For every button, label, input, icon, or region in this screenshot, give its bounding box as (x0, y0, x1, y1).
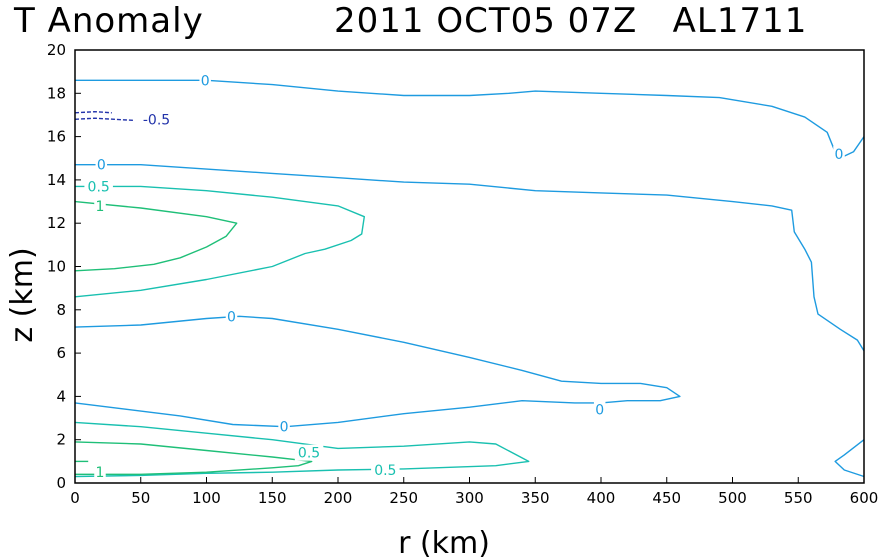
x-tick-label: 150 (258, 489, 287, 507)
y-tick-label: 16 (47, 128, 66, 146)
contour-line-level-0 (74, 315, 681, 428)
contour-line-level--0.5 (74, 117, 135, 122)
contour-label-bg (94, 464, 106, 481)
contour-line-level-0.5 (74, 421, 530, 478)
contour-label: 0.5 (298, 446, 320, 462)
contour-line-level-0 (834, 439, 865, 478)
contour-label: 0 (201, 73, 210, 89)
contour-label-bg (593, 401, 606, 418)
y-tick-label: 4 (56, 387, 66, 405)
x-axis: 0 50 100 150 200 250 300 350 400 450 500 550 600 (70, 477, 878, 507)
x-tick-label: 200 (324, 489, 353, 507)
x-tick-label: 450 (652, 489, 681, 507)
contour-line-level-1 (74, 200, 238, 272)
x-tick-label: 400 (587, 489, 616, 507)
y-tick-label: 12 (47, 214, 66, 232)
y-tick-label: 6 (56, 344, 66, 362)
contour-label: 1 (96, 465, 105, 481)
contour-line-level--0.5 (74, 111, 112, 114)
chart-title-right: 2011 OCT05 07Z AL1711 (334, 1, 807, 41)
y-tick-label: 18 (47, 84, 66, 102)
contour-labels: 0 -0.5 0 0 0.5 1 0 0 0 0.5 0.5 1 (84, 72, 845, 481)
contour-label: 1 (96, 199, 105, 215)
contour-label-bg (225, 308, 238, 325)
contour-label: 0 (280, 420, 289, 436)
contour-label: 0 (97, 158, 106, 174)
x-tick-label: 300 (455, 489, 484, 507)
contour-line-level-0.5 (74, 185, 365, 298)
x-tick-label: 250 (389, 489, 418, 507)
x-tick-label: 350 (521, 489, 550, 507)
y-tick-label: 2 (56, 431, 66, 449)
contour-label-bg (371, 462, 400, 479)
x-tick-label: 550 (784, 489, 813, 507)
contour-line-level-1 (74, 441, 313, 475)
contour-lines (74, 79, 865, 478)
x-tick-label: 500 (718, 489, 747, 507)
x-tick-label: 600 (850, 489, 879, 507)
contour-label: 0.5 (88, 179, 110, 195)
x-tick-label: 50 (131, 489, 150, 507)
contour-label-bg (294, 444, 324, 461)
chart-title-left: T Anomaly (13, 1, 204, 41)
contour-label-bg (138, 111, 176, 128)
y-tick-label: 8 (56, 301, 66, 319)
y-axis: 0 2 4 6 8 10 12 14 16 18 20 (47, 41, 81, 492)
x-axis-label: r (km) (398, 526, 490, 558)
contour-line-level-0 (75, 164, 865, 352)
contour-label-bg (94, 197, 106, 214)
y-tick-label: 14 (47, 171, 66, 189)
contour-label: 0.5 (374, 463, 396, 479)
contour-label: 0 (227, 309, 236, 325)
x-tick-label: 0 (70, 489, 80, 507)
contour-line-level-0 (75, 79, 865, 157)
contour-label: -0.5 (143, 112, 170, 128)
y-axis-label: z (km) (5, 247, 40, 342)
contour-label: 0 (595, 402, 604, 418)
contour-label-bg (95, 156, 108, 173)
contour-label-bg (833, 145, 845, 162)
contour-label: 0 (835, 147, 844, 163)
y-tick-label: 20 (47, 41, 66, 59)
y-tick-label: 0 (56, 474, 66, 492)
contour-label-bg (84, 178, 113, 195)
contour-label-bg (278, 418, 290, 435)
x-tick-label: 100 (192, 489, 221, 507)
y-tick-label: 10 (47, 258, 66, 276)
contour-label-bg (199, 72, 211, 89)
